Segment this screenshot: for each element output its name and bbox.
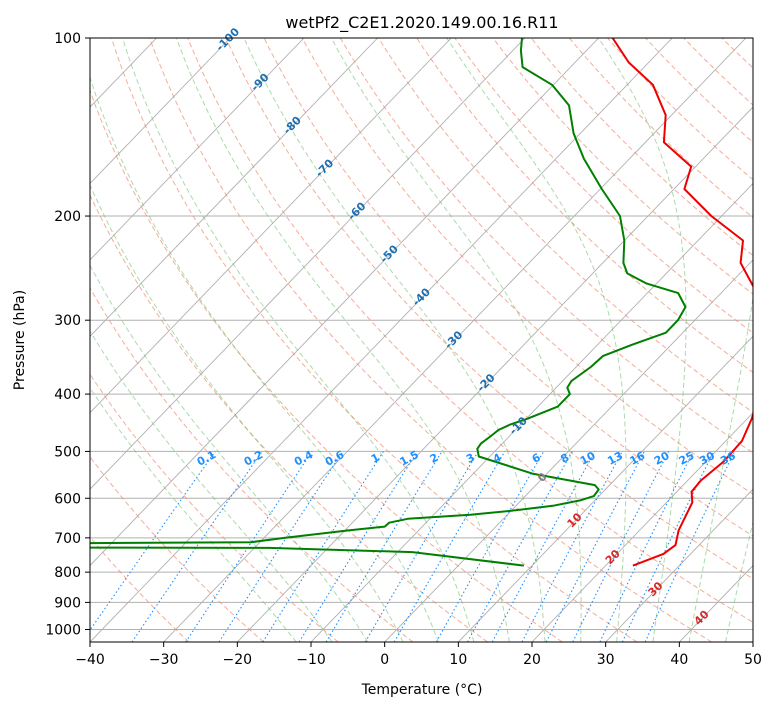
- y-tick-label: 400: [54, 387, 81, 403]
- moist-adiabat: [175, 38, 510, 642]
- plot-frame: [89, 37, 754, 643]
- mixing-ratio-line: [298, 451, 418, 642]
- isotherm-gridline: [605, 488, 753, 642]
- isotherm-gridline: [90, 38, 378, 337]
- dry-adiabat: [225, 38, 753, 580]
- isotherm-gridline: [90, 38, 231, 185]
- mixing-ratio-line: [644, 451, 736, 642]
- dry-adiabat: [90, 286, 414, 642]
- x-tick-label: 50: [744, 652, 762, 668]
- moist-adiabat: [90, 386, 297, 642]
- y-tick-label: 100: [54, 31, 81, 47]
- mixing-ratio-line: [131, 451, 263, 642]
- isotherm-gridline: [90, 38, 452, 414]
- x-tick-label: −20: [223, 652, 253, 668]
- moist-adiabat: [330, 38, 582, 642]
- dry-adiabat: [187, 38, 753, 623]
- x-tick-label: −10: [296, 652, 326, 668]
- isotherm-gridline: [90, 38, 526, 490]
- moist-adiabat: [446, 38, 627, 642]
- moist-adiabat: [725, 520, 753, 642]
- mixing-ratio-line: [491, 451, 596, 642]
- mixing-ratio-label: 30: [697, 449, 717, 468]
- mixing-ratio-label: 16: [628, 449, 648, 468]
- dry-adiabat: [90, 194, 488, 642]
- moist-adiabat: [90, 264, 369, 642]
- y-tick-label: 700: [54, 531, 81, 547]
- isotherm-gridline: [237, 106, 753, 642]
- y-tick-label: 500: [54, 444, 81, 460]
- moist-adiabat: [122, 38, 475, 642]
- mixing-ratio-line: [621, 451, 715, 642]
- dry-adiabat: [90, 536, 190, 642]
- isotherm-gridline: [90, 38, 599, 567]
- x-tick-label: 40: [670, 652, 688, 668]
- moist-adiabat: [598, 38, 687, 642]
- x-tick-label: 30: [597, 652, 615, 668]
- dry-adiabat: [90, 455, 264, 642]
- x-axis-title: Temperature (°C): [361, 682, 483, 698]
- mixing-ratio-line: [599, 451, 694, 642]
- dry-adiabat: [301, 38, 753, 495]
- mixing-ratio-line: [435, 451, 545, 642]
- moist-adiabat: [243, 38, 546, 642]
- y-tick-label: 300: [54, 313, 81, 329]
- isotherm-gridline: [458, 335, 753, 642]
- y-tick-label: 900: [54, 595, 81, 611]
- mixing-ratio-label: 36: [718, 449, 738, 468]
- y-tick-label: 600: [54, 491, 81, 507]
- mixing-ratio-line: [90, 451, 216, 632]
- x-tick-label: −40: [75, 652, 105, 668]
- isotherm-gridline: [531, 412, 753, 642]
- x-tick-label: −30: [149, 652, 179, 668]
- dewpoint-line: [90, 38, 687, 567]
- mixing-ratio-label: 10: [578, 449, 598, 468]
- y-tick-label: 200: [54, 209, 81, 225]
- y-axis-title: Pressure (hPa): [12, 290, 28, 390]
- dry-adiabat: [645, 38, 753, 143]
- dry-adiabat: [149, 38, 712, 642]
- x-tick-label: 0: [380, 652, 389, 668]
- dry-adiabat: [454, 38, 753, 334]
- x-tick-label: 10: [449, 652, 467, 668]
- dry-adiabat: [263, 38, 753, 537]
- mixing-ratio-label: 25: [677, 449, 697, 468]
- chart-title: wetPf2_C2E1.2020.149.00.16.R11: [285, 13, 558, 33]
- moist-adiabat: [90, 75, 439, 642]
- mixing-ratio-label: 13: [605, 449, 625, 468]
- x-axis: −40 −30 −20 −10 0 10 20 30 40 50: [75, 642, 762, 668]
- dry-adiabat: [492, 38, 753, 295]
- moist-adiabat: [90, 183, 404, 642]
- temperature-line: [611, 38, 753, 567]
- isotherm-gridline: [90, 38, 305, 261]
- dry-adiabat: [378, 38, 753, 413]
- moist-adiabats: [90, 38, 753, 642]
- dry-adiabat: [110, 38, 638, 642]
- x-tick-label: 20: [523, 652, 541, 668]
- isotherm-gridline: [384, 259, 753, 642]
- mixing-ratio-line: [325, 451, 443, 642]
- moist-adiabat: [688, 294, 753, 642]
- mixing-ratio-line: [218, 451, 344, 642]
- y-tick-label: 800: [54, 565, 81, 581]
- moist-adiabat: [90, 330, 333, 642]
- mixing-ratio-line: [393, 451, 506, 642]
- mixing-ratio-line: [262, 451, 384, 642]
- profile-series: [90, 38, 753, 567]
- mixing-ratio-line: [364, 451, 479, 642]
- y-axis: 100 200 300 400 500 600 700 800 900 1000: [45, 31, 90, 638]
- dry-adiabat: [339, 38, 753, 454]
- mixing-ratio-label: 20: [652, 449, 672, 468]
- y-tick-label: 1000: [45, 622, 81, 638]
- mixing-ratio-line: [467, 451, 573, 642]
- mixing-ratio-lines: [90, 451, 736, 642]
